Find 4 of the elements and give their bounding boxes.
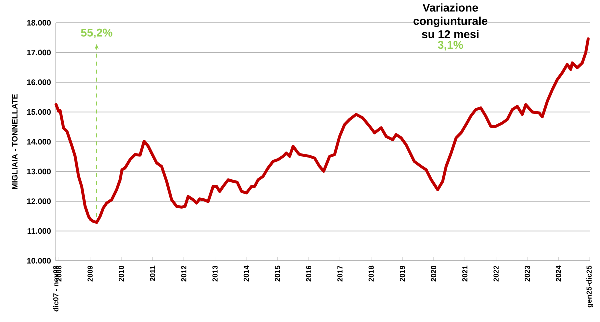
line-series <box>54 38 590 224</box>
annotation: 3,1% <box>438 41 464 51</box>
annotation: 55,2% <box>81 28 113 39</box>
annotation: Variazione congiunturale su 12 mesi <box>414 4 488 38</box>
